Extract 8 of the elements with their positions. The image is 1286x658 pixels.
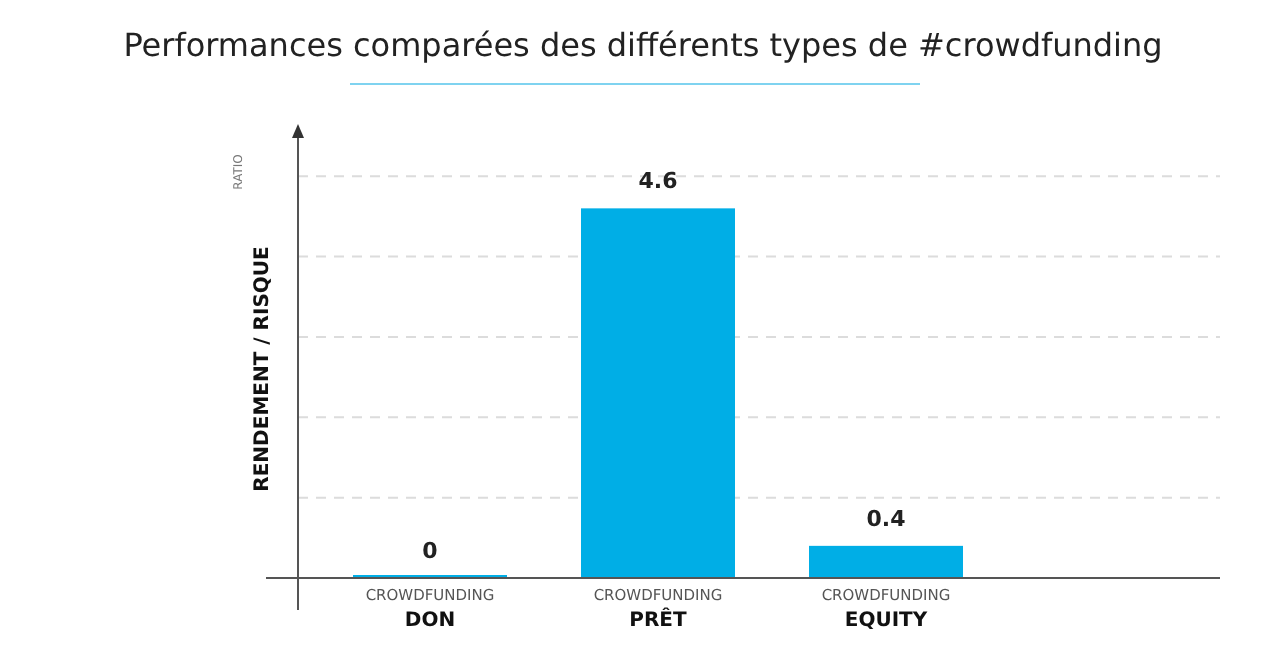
chart-title: Performances comparées des différents types de #crowdfunding — [123, 26, 1163, 64]
x-tick-label: CROWDFUNDING EQUITY — [821, 586, 951, 632]
data-label: 4.6 — [638, 168, 679, 195]
x-tick-label: CROWDFUNDING DON — [365, 586, 495, 632]
data-label: 0.4 — [866, 505, 907, 532]
y-axis-title: RENDEMENT / RISQUE — [252, 245, 274, 492]
x-tick-label: CROWDFUNDING PRÊT — [593, 586, 723, 632]
data-label: 0 — [422, 538, 439, 564]
